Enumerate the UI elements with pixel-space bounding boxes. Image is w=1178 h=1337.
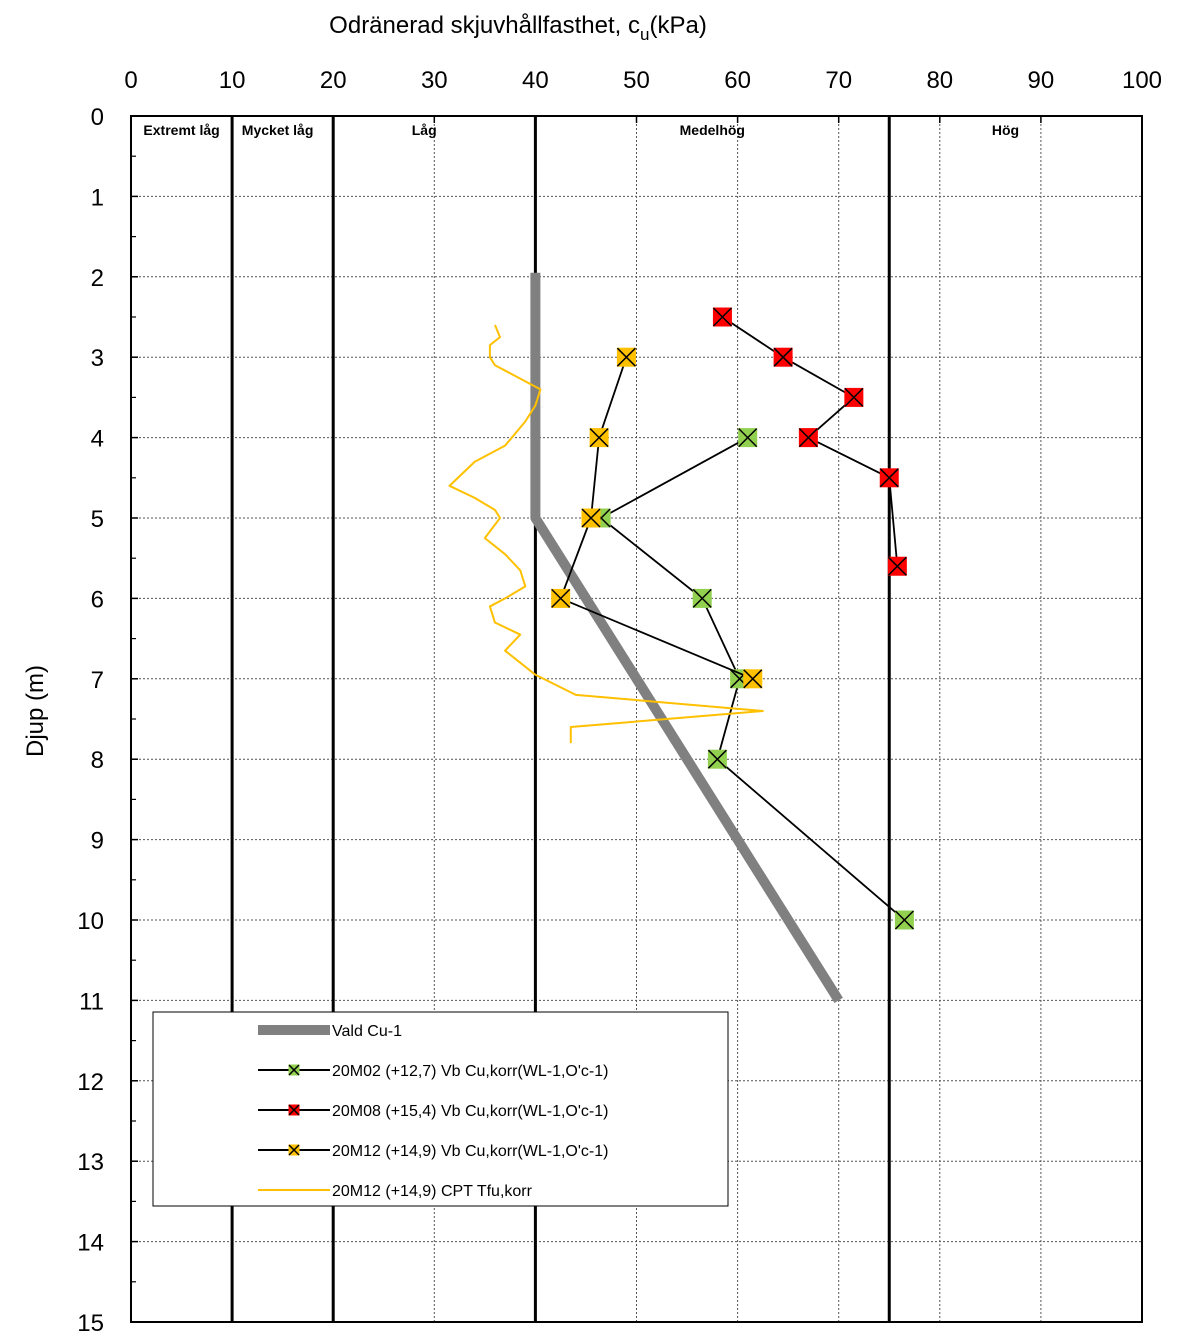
- x-axis-title-sub: u: [640, 25, 649, 44]
- legend-marker: [289, 1065, 299, 1075]
- y-tick-label: 14: [77, 1230, 104, 1257]
- y-tick-label: 0: [91, 104, 104, 131]
- y-tick-label: 12: [77, 1069, 104, 1096]
- y-tick-label: 6: [91, 586, 104, 613]
- data-point-20m08-15-4-vb-cu-korr-wl-1-o-c-1: [845, 388, 863, 406]
- data-point-20m02-12-7-vb-cu-korr-wl-1-o-c-1: [739, 429, 757, 447]
- data-point-20m02-12-7-vb-cu-korr-wl-1-o-c-1: [693, 589, 711, 607]
- legend-entry: Vald Cu-1: [332, 1023, 402, 1040]
- zone-label: Låg: [412, 122, 437, 138]
- legend-marker: [289, 1145, 299, 1155]
- x-tick-label: 20: [320, 67, 347, 94]
- legend-marker: [289, 1105, 299, 1115]
- x-tick-label: 90: [1028, 67, 1055, 94]
- y-tick-label: 9: [91, 828, 104, 855]
- data-point-20m08-15-4-vb-cu-korr-wl-1-o-c-1: [888, 557, 906, 575]
- y-tick-label: 1: [91, 184, 104, 211]
- y-tick-label: 5: [91, 506, 104, 533]
- series-line-vald-cu-1: [535, 273, 838, 1001]
- data-point-20m08-15-4-vb-cu-korr-wl-1-o-c-1: [799, 429, 817, 447]
- data-point-20m02-12-7-vb-cu-korr-wl-1-o-c-1: [895, 911, 913, 929]
- x-axis-title: Odränerad skjuvhållfasthet, cu(kPa): [329, 12, 707, 44]
- y-tick-label: 3: [91, 345, 104, 372]
- data-point-20m08-15-4-vb-cu-korr-wl-1-o-c-1: [774, 348, 792, 366]
- legend-entry: 20M08 (+15,4) Vb Cu,korr(WL-1,O'c-1): [332, 1103, 608, 1120]
- data-point-20m12-14-9-vb-cu-korr-wl-1-o-c-1: [617, 348, 635, 366]
- legend-entry: 20M02 (+12,7) Vb Cu,korr(WL-1,O'c-1): [332, 1063, 608, 1080]
- legend: Vald Cu-1 20M02 (+12,7) Vb Cu,korr(WL-1,O…: [153, 1012, 728, 1206]
- zone-label: Medelhög: [680, 122, 745, 138]
- x-tick-label: 100: [1122, 67, 1162, 94]
- y-tick-label: 4: [91, 426, 104, 453]
- x-tick-label: 80: [926, 67, 953, 94]
- x-tick-label: 70: [825, 67, 852, 94]
- y-axis-title: Djup (m): [22, 665, 49, 757]
- data-point-20m02-12-7-vb-cu-korr-wl-1-o-c-1: [708, 750, 726, 768]
- y-tick-label: 15: [77, 1310, 104, 1337]
- zone-label: Mycket låg: [242, 122, 314, 138]
- data-point-20m08-15-4-vb-cu-korr-wl-1-o-c-1: [713, 308, 731, 326]
- data-point-20m12-14-9-vb-cu-korr-wl-1-o-c-1: [582, 509, 600, 527]
- x-tick-label: 60: [724, 67, 751, 94]
- legend-entry: 20M12 (+14,9) Vb Cu,korr(WL-1,O'c-1): [332, 1143, 608, 1160]
- x-axis-title-suffix: (kPa): [649, 12, 706, 39]
- y-tick-label: 7: [91, 667, 104, 694]
- y-tick-label: 8: [91, 747, 104, 774]
- y-tick-label: 10: [77, 908, 104, 935]
- data-point-20m12-14-9-vb-cu-korr-wl-1-o-c-1: [590, 429, 608, 447]
- x-tick-label: 0: [124, 67, 137, 94]
- zone-label: Extremt låg: [143, 122, 219, 138]
- x-tick-label: 40: [522, 67, 549, 94]
- data-point-20m08-15-4-vb-cu-korr-wl-1-o-c-1: [880, 469, 898, 487]
- x-tick-label: 10: [219, 67, 246, 94]
- legend-entry: 20M12 (+14,9) CPT Tfu,korr: [332, 1183, 533, 1200]
- data-point-20m12-14-9-vb-cu-korr-wl-1-o-c-1: [552, 589, 570, 607]
- y-tick-label: 2: [91, 265, 104, 292]
- series-line-20m12-14-9-cpt-tfu-korr: [449, 325, 762, 743]
- y-tick-label: 13: [77, 1149, 104, 1176]
- series-layer: [449, 273, 913, 1001]
- x-tick-label: 50: [623, 67, 650, 94]
- y-tick-label: 11: [79, 988, 104, 1015]
- x-axis-title-main: Odränerad skjuvhållfasthet, c: [329, 12, 640, 39]
- x-tick-label: 30: [421, 67, 448, 94]
- data-point-20m12-14-9-vb-cu-korr-wl-1-o-c-1: [744, 670, 762, 688]
- zone-label: Hög: [992, 122, 1019, 138]
